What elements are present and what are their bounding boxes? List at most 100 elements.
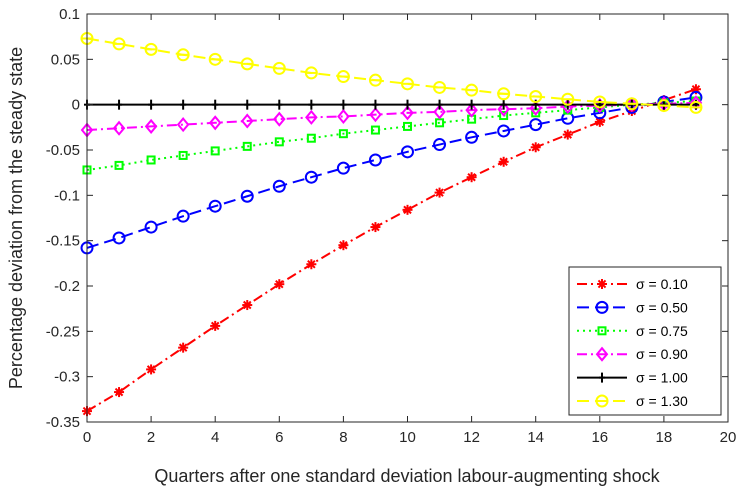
data-point bbox=[308, 99, 315, 110]
data-point bbox=[562, 129, 573, 140]
legend-marker bbox=[595, 394, 609, 408]
data-point bbox=[497, 87, 511, 101]
x-tick-label: 8 bbox=[339, 429, 347, 446]
data-point bbox=[529, 90, 543, 104]
data-point bbox=[368, 153, 382, 167]
data-point bbox=[500, 99, 507, 110]
data-point bbox=[593, 95, 607, 109]
y-tick-label: -0.25 bbox=[46, 323, 80, 340]
y-tick-label: -0.15 bbox=[46, 233, 80, 250]
x-tick-label: 4 bbox=[211, 429, 219, 446]
data-point bbox=[244, 99, 251, 110]
data-point bbox=[304, 170, 318, 184]
x-tick-label: 0 bbox=[83, 429, 91, 446]
x-tick-label: 20 bbox=[720, 429, 737, 446]
data-point bbox=[466, 172, 477, 183]
data-point bbox=[212, 99, 219, 110]
data-point bbox=[116, 99, 123, 110]
legend-marker bbox=[595, 300, 609, 314]
legend: σ = 0.10 σ = 0.50 σ = 0.75 σ = 0.90 σ = 1.00… bbox=[568, 266, 722, 416]
x-tick-label: 12 bbox=[463, 429, 480, 446]
data-point bbox=[176, 117, 190, 133]
data-point bbox=[403, 121, 412, 131]
data-point bbox=[242, 141, 252, 151]
data-point bbox=[112, 120, 126, 136]
data-point bbox=[336, 161, 350, 175]
data-point bbox=[499, 111, 509, 121]
data-point bbox=[338, 240, 349, 251]
data-point bbox=[305, 109, 318, 125]
x-axis-label: Quarters after one standard deviation la… bbox=[154, 466, 660, 486]
data-point bbox=[401, 77, 414, 91]
data-point bbox=[561, 92, 575, 106]
y-tick-label: 0.1 bbox=[59, 6, 80, 23]
data-point bbox=[210, 146, 220, 156]
data-point bbox=[689, 100, 703, 114]
y-tick-label: -0.05 bbox=[46, 142, 80, 159]
legend-label: σ = 0.90 bbox=[636, 346, 688, 362]
data-point bbox=[146, 155, 156, 165]
data-point bbox=[144, 42, 158, 56]
data-point bbox=[272, 61, 286, 75]
data-point bbox=[176, 209, 190, 223]
data-point bbox=[497, 124, 511, 138]
data-point bbox=[114, 387, 125, 398]
data-point bbox=[272, 111, 286, 127]
legend-entry: σ = 0.50 bbox=[577, 299, 688, 315]
legend-label: σ = 0.75 bbox=[636, 323, 688, 339]
data-point bbox=[274, 137, 284, 147]
x-tick-label: 18 bbox=[656, 429, 673, 446]
data-point bbox=[625, 97, 639, 111]
y-tick-label: 0 bbox=[72, 97, 80, 114]
data-point bbox=[240, 57, 254, 71]
legend-label: σ = 0.10 bbox=[636, 276, 688, 292]
x-tick-label: 2 bbox=[147, 429, 155, 446]
legend-marker bbox=[597, 279, 607, 289]
y-tick-label: 0.05 bbox=[51, 51, 80, 68]
legend-entry: σ = 0.90 bbox=[577, 346, 688, 362]
data-point bbox=[465, 130, 479, 144]
data-point bbox=[306, 133, 316, 143]
data-point bbox=[593, 98, 607, 114]
data-point bbox=[370, 125, 380, 135]
data-point bbox=[112, 231, 126, 245]
data-point bbox=[210, 320, 221, 331]
data-point bbox=[465, 102, 478, 118]
legend-label: σ = 1.00 bbox=[636, 370, 688, 386]
data-point bbox=[468, 99, 475, 110]
data-point bbox=[338, 129, 348, 139]
data-point bbox=[372, 99, 379, 110]
legend-entry: σ = 1.00 bbox=[577, 370, 688, 386]
y-tick-label: -0.1 bbox=[54, 187, 80, 204]
data-point bbox=[276, 99, 283, 110]
data-point bbox=[497, 101, 510, 117]
legend-label: σ = 0.50 bbox=[636, 299, 688, 315]
data-point bbox=[112, 37, 126, 51]
data-point bbox=[529, 118, 543, 132]
series-line bbox=[86, 88, 697, 412]
legend-label: σ = 1.30 bbox=[636, 393, 688, 409]
x-tick-label: 14 bbox=[527, 429, 544, 446]
series-5 bbox=[80, 31, 703, 114]
data-point bbox=[274, 279, 285, 290]
y-tick-label: -0.3 bbox=[54, 369, 80, 386]
data-point bbox=[434, 187, 445, 198]
data-point bbox=[433, 138, 447, 152]
data-point bbox=[146, 364, 157, 375]
data-point bbox=[529, 100, 543, 116]
data-point bbox=[114, 160, 124, 170]
x-tick-label: 10 bbox=[399, 429, 416, 446]
data-point bbox=[436, 99, 443, 110]
data-point bbox=[306, 259, 317, 270]
data-point bbox=[208, 199, 222, 213]
data-point bbox=[402, 204, 413, 215]
data-point bbox=[242, 300, 253, 311]
legend-marker bbox=[597, 326, 607, 336]
data-point bbox=[368, 73, 382, 87]
data-point bbox=[144, 118, 158, 134]
legend-box bbox=[568, 266, 722, 416]
tick-layer: 0 2 4 6 8 10 12 14 16 18 20 0.1 0.05 0 -0.05 -0.1 -0.15 -… bbox=[46, 6, 737, 446]
data-point bbox=[401, 145, 414, 159]
x-tick-label: 16 bbox=[591, 429, 608, 446]
data-point bbox=[208, 115, 222, 131]
